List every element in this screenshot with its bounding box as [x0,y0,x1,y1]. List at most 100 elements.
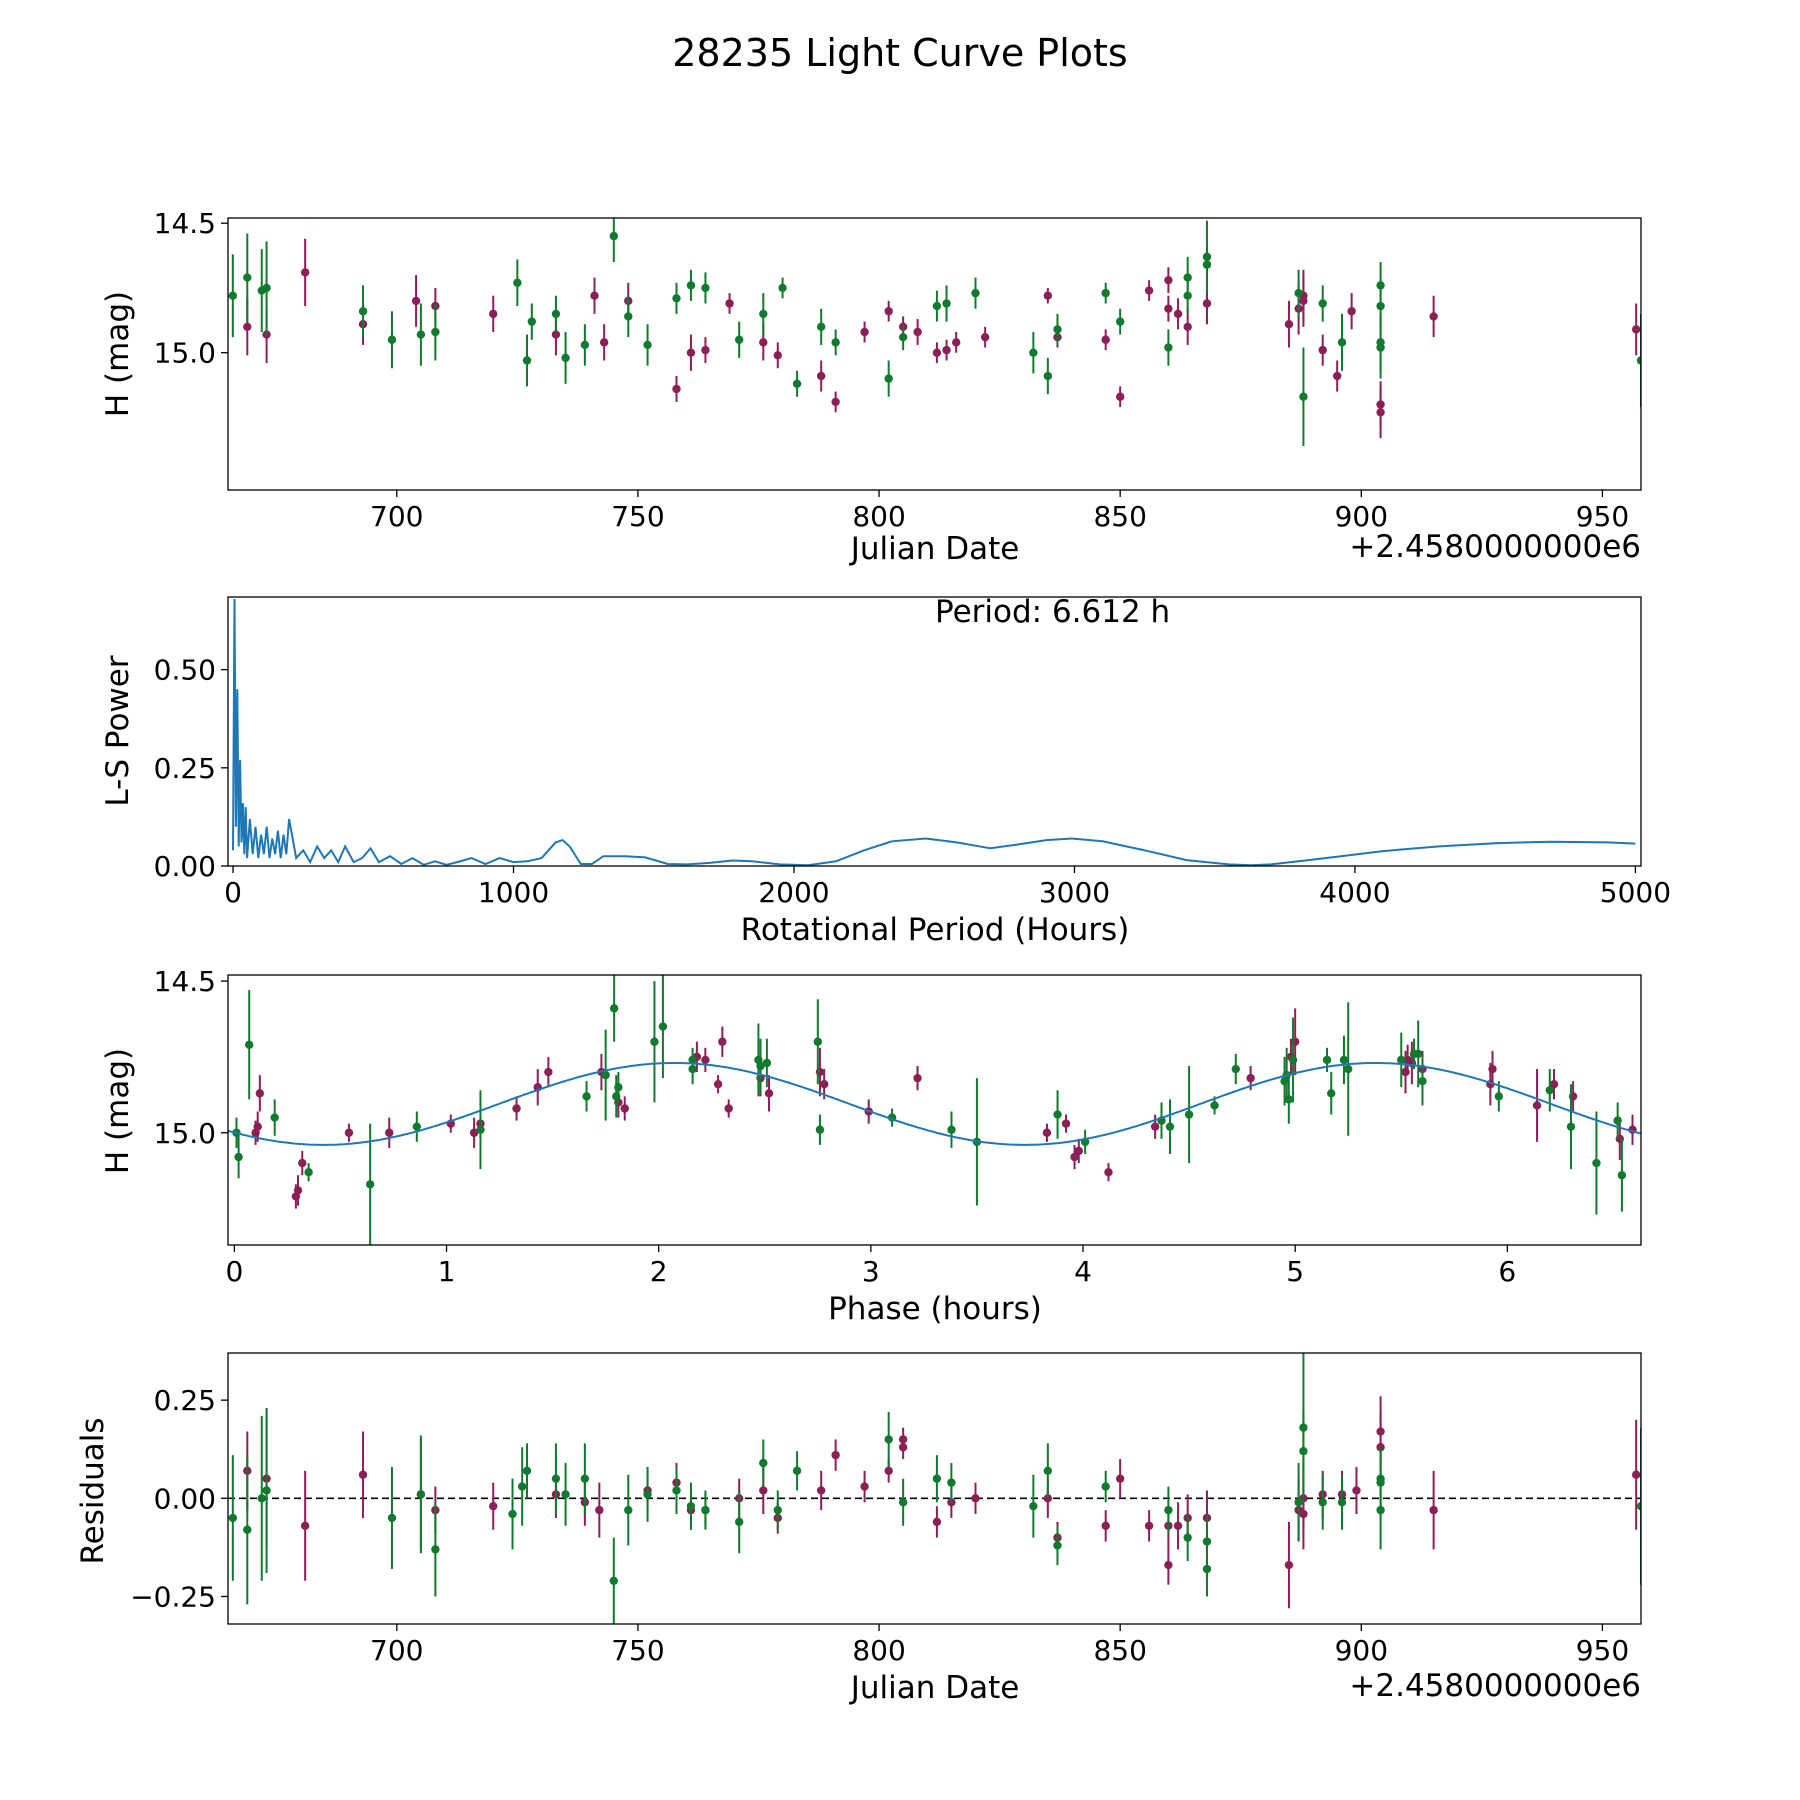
ph-data-point [1494,1092,1504,1101]
res-data-point [1376,1505,1385,1515]
ph-data-point [385,1128,394,1137]
res-data-point [624,1505,633,1515]
ph-ytick-label: 15.0 [154,1117,216,1150]
lc-data-point [489,309,498,319]
lc-data-point [609,231,619,241]
periodogram-xlabel: Rotational Period (Hours) [741,912,1130,948]
res-data-point [734,1517,744,1527]
res-data-point [1183,1533,1192,1542]
ls-xtick-label: 4000 [1319,876,1390,909]
lc-data-point [1115,317,1125,326]
lc-data-point [860,327,869,337]
res-data-point [1144,1521,1154,1531]
ph-data-point [1284,1095,1294,1104]
ph-data-point [1184,1110,1194,1119]
light-curve-panel: Julian Date H (mag) +2.4580000000e6 700 7… [100,207,1642,567]
lc-data-point [590,291,599,300]
lc-data-point [416,330,426,339]
res-data-point [1164,1560,1173,1570]
lc-data-point [1337,338,1347,347]
ph-data-point [1339,1055,1349,1065]
lc-data-point [262,283,271,293]
lc-data-point [686,348,696,357]
ph-data-point [1488,1064,1497,1074]
figure-title: 28235 Light Curve Plots [672,31,1127,75]
lc-data-point [773,351,782,360]
ph-data-point [718,1037,727,1046]
res-data-point [300,1521,310,1531]
ph-data-point [1150,1122,1160,1131]
period-annotation: Period: 6.612 h [935,594,1170,630]
res-ytick-label: −0.25 [130,1581,216,1614]
lc-data-point [522,356,532,365]
lc-data-point [624,312,633,321]
lc-data-point [1164,275,1173,285]
res-data-point [431,1545,440,1554]
lc-data-point [1173,309,1183,319]
ph-data-point [620,1104,629,1113]
lc-data-point [1029,348,1038,357]
lc-data-point [778,283,787,293]
ph-data-point [813,1037,823,1046]
res-data-point [580,1474,590,1483]
res-data-point [551,1474,561,1483]
lc-data-point [884,374,893,383]
ph-data-point [512,1104,521,1113]
ph-axes-frame [227,974,1642,1246]
ph-data-point [1592,1158,1601,1168]
res-data-point [884,1466,893,1476]
ph-xtick-label: 2 [650,1255,668,1288]
lc-data-point [672,384,681,394]
res-data-point [508,1509,517,1519]
lc-data-point [759,338,768,347]
lc-data-point [1318,299,1327,308]
lc-data-point [831,397,840,407]
lc-data-point [734,335,744,344]
res-data-point [898,1443,908,1452]
res-data-point [228,1513,238,1523]
residuals-panel: Julian Date Residuals +2.4580000000e6 70… [75,1352,1642,1706]
lc-data-point [792,379,802,388]
lc-data-point [980,332,990,342]
lc-data-point [1164,304,1173,313]
ph-data-point [476,1125,485,1134]
lc-data-point [300,268,310,277]
res-data-point [1376,1427,1385,1436]
lc-data-point [431,327,440,337]
ph-data-point [1414,1049,1423,1059]
ph-data-point [1042,1128,1052,1137]
ph-data-point [293,1186,303,1195]
lc-data-point [580,340,590,350]
ph-data-point [658,1022,668,1031]
lc-data-point [971,288,980,298]
lc-data-point [1202,299,1212,308]
lc-data-point [816,371,826,381]
res-data-point [1101,1482,1110,1491]
lc-data-point [1376,408,1385,417]
lc-data-point [243,322,252,331]
ph-data-point [1070,1152,1079,1162]
lc-data-point [1183,322,1192,331]
res-data-point [1284,1560,1294,1570]
lc-data-point [1043,371,1053,381]
res-xtick-label: 800 [852,1634,905,1667]
ph-data-point [469,1128,479,1137]
lc-data-point [1164,343,1173,352]
res-data-point [1352,1486,1361,1495]
res-data-point [686,1501,696,1511]
ph-data-point [1053,1110,1062,1119]
ph-data-point [1532,1101,1542,1110]
phased-curve-xlabel: Phase (hours) [828,1291,1042,1327]
res-data-point [1164,1505,1173,1515]
lc-data-point [831,338,840,347]
ph-data-point [1165,1122,1175,1131]
ph-data-point [1418,1076,1427,1086]
lc-xtick-label: 900 [1335,500,1388,533]
res-data-point [1636,1501,1641,1511]
res-data-point [898,1498,908,1507]
lc-data-point [759,309,768,319]
res-data-point [816,1486,826,1495]
ph-data-point [1327,1089,1336,1098]
ph-data-point [234,1152,243,1162]
